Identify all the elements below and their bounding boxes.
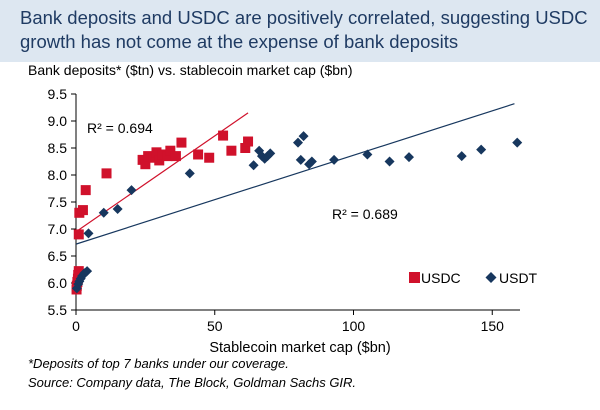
footnote: *Deposits of top 7 banks under our cover… bbox=[28, 356, 289, 371]
point-usdc bbox=[140, 159, 151, 170]
point-usdc bbox=[154, 155, 165, 166]
point-usdt bbox=[265, 148, 276, 159]
y-tick-label: 7.0 bbox=[48, 221, 68, 237]
point-usdc bbox=[204, 152, 215, 163]
point-usdt bbox=[112, 204, 123, 215]
point-usdt bbox=[456, 151, 467, 162]
chart-axes: 5.5 6.0 6.5 7.0 7.5 8.0 8.5 9.0 9.5 0 50 100 150 Stab… bbox=[48, 86, 520, 356]
point-usdc bbox=[162, 151, 173, 162]
x-axis-title: Stablecoin market cap ($bn) bbox=[209, 340, 390, 356]
point-usdt bbox=[98, 207, 109, 218]
point-usdt bbox=[184, 168, 195, 179]
y-tick-label: 6.5 bbox=[48, 248, 68, 264]
point-usdt bbox=[248, 160, 259, 171]
y-tick-label: 8.0 bbox=[48, 167, 68, 183]
point-usdt bbox=[82, 266, 93, 277]
chart-legend: USDC USDT bbox=[409, 270, 538, 286]
point-usdc bbox=[243, 136, 254, 147]
point-usdt bbox=[384, 156, 395, 167]
x-tick-label: 50 bbox=[207, 318, 223, 334]
point-usdc bbox=[148, 152, 159, 163]
y-tick-label: 8.5 bbox=[48, 140, 68, 156]
point-usdt bbox=[293, 137, 303, 148]
point-usdc bbox=[77, 205, 88, 216]
point-usdt bbox=[512, 137, 523, 148]
trendline-usdt bbox=[75, 103, 515, 245]
point-usdc bbox=[73, 266, 84, 277]
chart-headline: Bank deposits and USDC are positively co… bbox=[20, 7, 588, 52]
legend-marker-usdc bbox=[409, 272, 420, 283]
point-usdt bbox=[306, 156, 317, 167]
point-usdc bbox=[218, 130, 229, 141]
point-usdt bbox=[362, 149, 373, 160]
y-tick-label: 9.5 bbox=[48, 86, 68, 102]
point-usdt bbox=[295, 154, 306, 165]
x-tick-label: 0 bbox=[72, 318, 80, 334]
headline-banner bbox=[0, 0, 600, 62]
r2-label-usdt: R² = 0.689 bbox=[332, 206, 398, 222]
data-points bbox=[71, 130, 523, 295]
point-usdc bbox=[73, 229, 84, 240]
legend-marker-usdt bbox=[485, 272, 497, 283]
point-usdc bbox=[240, 143, 251, 153]
source-note: Source: Company data, The Block, Goldman… bbox=[28, 375, 357, 390]
point-usdc bbox=[226, 145, 237, 156]
r2-label-usdc: R² = 0.694 bbox=[87, 120, 153, 136]
point-usdc bbox=[165, 145, 176, 156]
point-usdc bbox=[80, 185, 91, 196]
point-usdc bbox=[101, 168, 112, 179]
x-tick-label: 100 bbox=[342, 318, 366, 334]
point-usdt bbox=[476, 144, 487, 155]
x-tick-label: 150 bbox=[481, 318, 505, 334]
point-usdt bbox=[126, 185, 137, 196]
point-usdc bbox=[143, 151, 154, 162]
legend-label-usdc: USDC bbox=[421, 270, 461, 286]
point-usdt bbox=[404, 152, 414, 163]
point-usdt bbox=[329, 154, 340, 165]
y-tick-label: 5.5 bbox=[48, 302, 68, 318]
legend-label-usdt: USDT bbox=[499, 270, 538, 286]
chart-labels: R² = 0.694 R² = 0.689 bbox=[87, 120, 398, 222]
chart-title: Bank deposits* ($tn) vs. stablecoin mark… bbox=[28, 62, 353, 78]
point-usdt bbox=[83, 228, 94, 239]
point-usdc bbox=[151, 147, 162, 158]
point-usdc bbox=[157, 149, 168, 160]
point-usdt bbox=[298, 131, 309, 142]
point-usdc bbox=[176, 137, 187, 148]
point-usdc bbox=[193, 149, 204, 160]
y-tick-label: 7.5 bbox=[48, 194, 68, 210]
y-tick-label: 9.0 bbox=[48, 113, 68, 129]
point-usdc bbox=[170, 151, 181, 162]
y-tick-label: 6.0 bbox=[48, 275, 68, 291]
